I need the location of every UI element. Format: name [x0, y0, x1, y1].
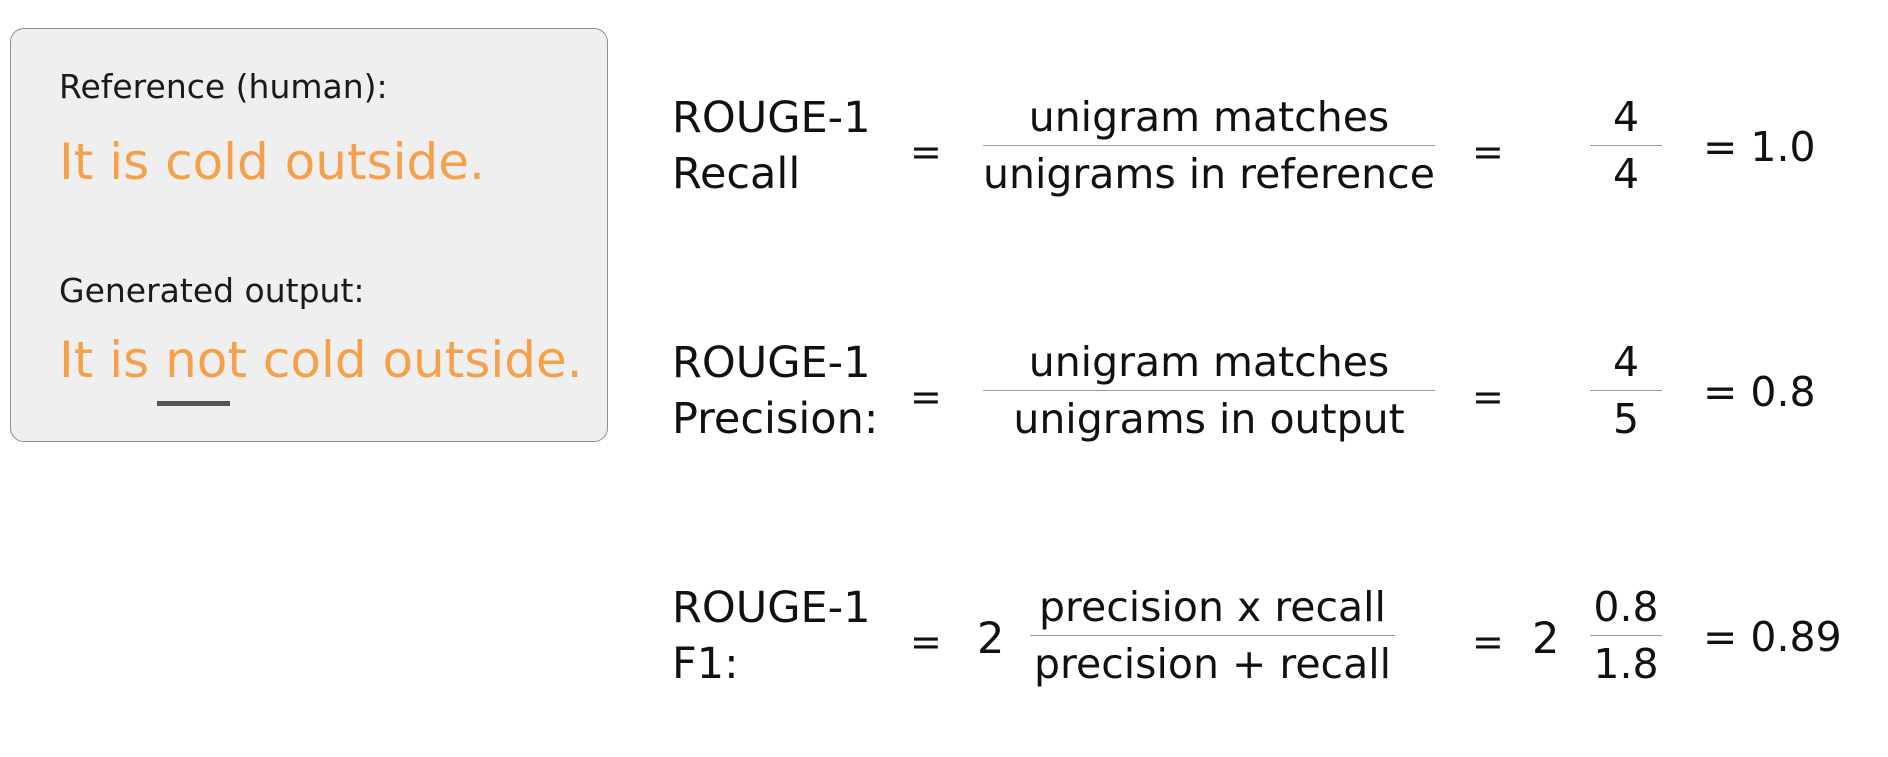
value-fraction: 4 5	[1590, 335, 1662, 446]
value-denominator: 1.8	[1593, 640, 1659, 688]
value-numerator: 4	[1612, 338, 1640, 386]
result-value: = 1.0	[1703, 123, 1816, 171]
fraction-denominator: unigrams in reference	[983, 150, 1435, 198]
metric-name: ROUGE-1 Precision:	[672, 335, 878, 447]
fraction-bar	[1590, 145, 1662, 146]
fraction-bar	[1590, 390, 1662, 391]
coefficient: 2	[1532, 614, 1560, 664]
equals-sign: =	[1472, 130, 1504, 174]
value-denominator: 4	[1612, 150, 1640, 198]
value-numerator: 4	[1612, 93, 1640, 141]
generated-label: Generated output:	[59, 271, 365, 310]
fraction-bar	[983, 390, 1435, 391]
reference-sentence: It is cold outside.	[59, 133, 485, 191]
reference-label: Reference (human):	[59, 67, 388, 106]
metric-name: ROUGE-1 F1:	[672, 580, 871, 692]
metric-name-line1: ROUGE-1	[672, 583, 871, 633]
fraction-bar	[1030, 635, 1395, 636]
fraction-denominator: unigrams in output	[1013, 395, 1405, 443]
result-value: = 0.8	[1703, 368, 1816, 416]
fraction-bar	[983, 145, 1435, 146]
fraction-bar	[1590, 635, 1662, 636]
value-numerator: 0.8	[1593, 583, 1659, 631]
fraction-numerator: unigram matches	[1028, 93, 1390, 141]
fraction-numerator: unigram matches	[1028, 338, 1390, 386]
metric-name-line1: ROUGE-1	[672, 338, 871, 388]
word-fraction: precision x recall precision + recall	[1030, 580, 1395, 691]
metric-name-line2: Recall	[672, 149, 801, 199]
fraction-denominator: precision + recall	[1033, 640, 1391, 688]
fraction-numerator: precision x recall	[1039, 583, 1386, 631]
metric-name-line2: Precision:	[672, 394, 879, 444]
equals-sign: =	[910, 375, 942, 419]
coefficient: 2	[977, 614, 1005, 664]
value-fraction: 0.8 1.8	[1590, 580, 1662, 691]
generated-sentence: It is not cold outside.	[59, 331, 583, 389]
metric-name-line1: ROUGE-1	[672, 93, 871, 143]
value-denominator: 5	[1612, 395, 1640, 443]
word-fraction: unigram matches unigrams in reference	[983, 90, 1435, 201]
extra-word-underline	[157, 401, 230, 406]
equals-sign: =	[910, 130, 942, 174]
equals-sign: =	[1472, 375, 1504, 419]
example-panel: Reference (human): It is cold outside. G…	[10, 28, 608, 442]
result-value: = 0.89	[1703, 613, 1842, 661]
equals-sign: =	[910, 620, 942, 664]
equals-sign: =	[1472, 620, 1504, 664]
word-fraction: unigram matches unigrams in output	[983, 335, 1435, 446]
metric-name-line2: F1:	[672, 639, 739, 689]
metric-name: ROUGE-1 Recall	[672, 90, 871, 202]
value-fraction: 4 4	[1590, 90, 1662, 201]
